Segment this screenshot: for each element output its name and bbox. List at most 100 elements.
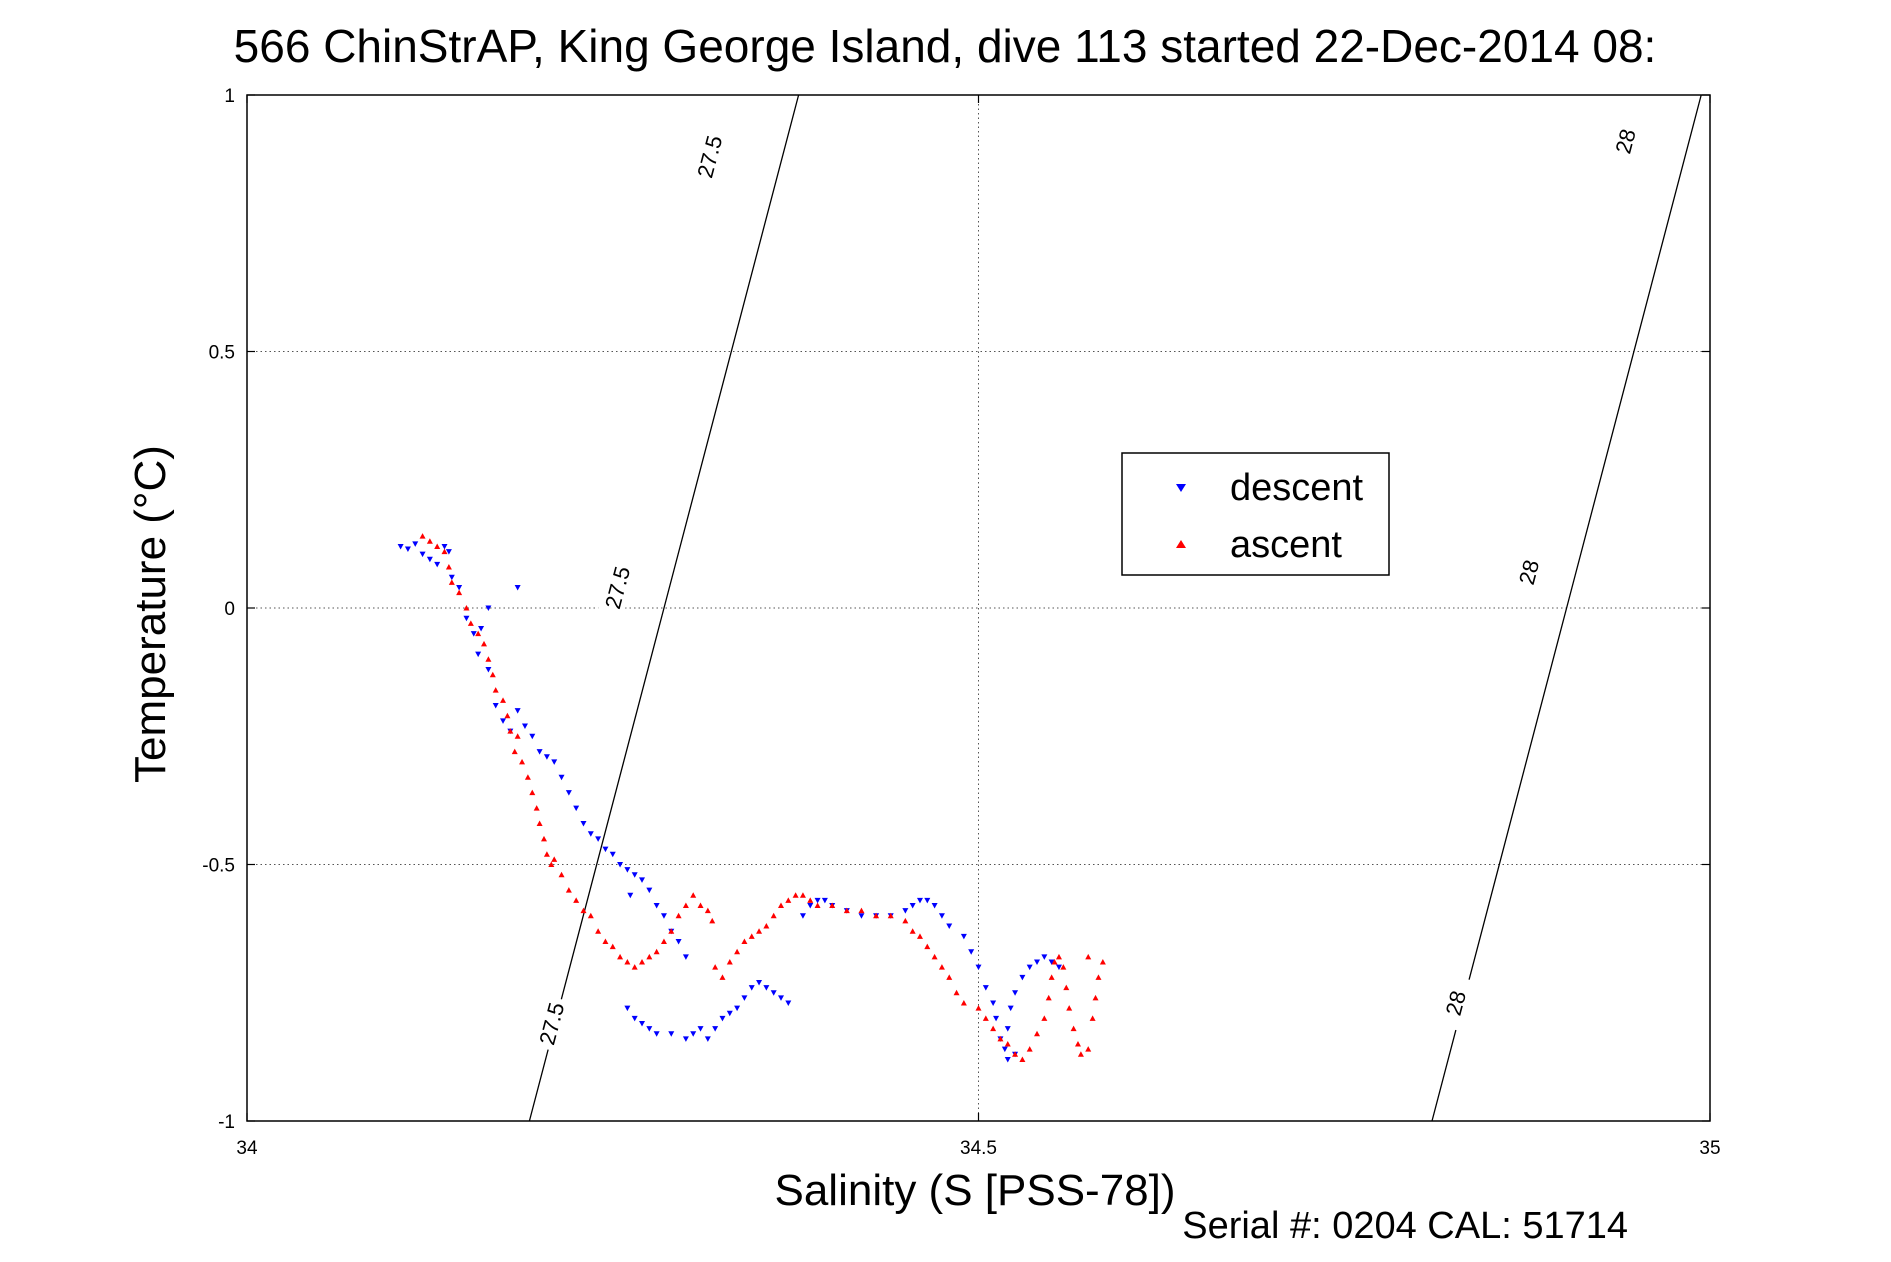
descent-point	[902, 908, 909, 914]
ascent-point	[1041, 1015, 1048, 1021]
descent-point	[990, 1000, 997, 1007]
legend-descent-marker	[1176, 484, 1186, 492]
y-tick-label: 0.5	[209, 343, 235, 364]
ascent-point	[814, 902, 821, 909]
ascent-point	[1092, 994, 1099, 1001]
descent-point	[1019, 974, 1026, 981]
ascent-point	[624, 958, 631, 965]
ascent-point	[463, 605, 470, 611]
x-tick-label: 34	[236, 1138, 258, 1159]
descent-point	[741, 995, 748, 1001]
y-tick-label: -0.5	[202, 856, 235, 877]
descent-point	[485, 667, 492, 673]
ascent-point	[511, 748, 518, 755]
ascent-point	[653, 948, 660, 955]
contour-label: 27.5	[692, 133, 727, 181]
ascent-point	[990, 1025, 997, 1032]
isopycnal-line	[528, 94, 800, 1122]
ascent-point	[931, 953, 938, 960]
ascent-point	[1099, 958, 1106, 965]
ascent-point	[953, 989, 960, 996]
series-ascent	[419, 533, 1106, 1062]
descent-point	[1007, 1005, 1014, 1012]
descent-point	[565, 790, 572, 796]
descent-point	[777, 995, 784, 1001]
contour-label-bg	[1436, 974, 1475, 1032]
ascent-point	[617, 953, 624, 960]
ascent-point	[1085, 1046, 1092, 1052]
data-points	[397, 533, 1106, 1063]
descent-point	[1041, 954, 1048, 960]
ascent-point	[475, 630, 482, 637]
ascent-point	[873, 912, 880, 919]
descent-point	[704, 1036, 711, 1042]
ascent-point	[1004, 1041, 1011, 1047]
ascent-point	[704, 907, 711, 914]
descent-point	[500, 718, 507, 724]
descent-point	[858, 913, 865, 919]
descent-point	[551, 759, 558, 765]
contour-label-bg	[597, 559, 637, 616]
ascent-point	[726, 958, 733, 965]
ascent-point	[524, 774, 531, 780]
descent-point	[770, 990, 777, 996]
ascent-point	[489, 671, 496, 678]
ascent-point	[982, 1015, 989, 1021]
ascent-point	[807, 897, 814, 903]
descent-point	[982, 985, 989, 991]
y-tick-label: 1	[224, 86, 235, 107]
descent-point	[521, 723, 528, 729]
ascent-point	[481, 640, 488, 647]
descent-point	[975, 964, 982, 971]
descent-point	[426, 556, 433, 563]
grid-lines	[247, 95, 1710, 1121]
descent-point	[763, 985, 770, 991]
descent-point	[909, 903, 916, 909]
ascent-point	[485, 656, 492, 662]
ascent-point	[756, 928, 763, 934]
descent-point	[478, 626, 485, 632]
descent-point	[445, 549, 452, 555]
ascent-point	[504, 712, 511, 719]
ascent-point	[741, 938, 748, 944]
descent-point	[1048, 959, 1055, 965]
descent-point	[456, 584, 463, 591]
descent-point	[807, 903, 814, 909]
ascent-point	[785, 897, 792, 903]
ascent-point	[909, 928, 916, 934]
descent-point	[748, 985, 755, 991]
descent-point	[697, 1026, 704, 1032]
ascent-point	[712, 964, 719, 970]
ascent-point	[543, 851, 550, 857]
descent-point	[653, 1031, 660, 1037]
ascent-point	[434, 543, 441, 549]
ascent-point	[1026, 1046, 1033, 1052]
ascent-point	[1063, 984, 1070, 991]
ascent-point	[1077, 1051, 1084, 1057]
descent-point	[1004, 1026, 1011, 1032]
descent-point	[448, 574, 455, 581]
ascent-point	[902, 917, 909, 924]
descent-point	[916, 897, 923, 904]
descent-point	[1026, 964, 1033, 971]
ascent-point	[1085, 953, 1092, 960]
descent-point	[573, 805, 580, 812]
ascent-point	[573, 897, 580, 903]
ascent-point	[938, 964, 945, 970]
ascent-point	[519, 758, 526, 765]
series-descent	[397, 541, 1062, 1063]
ascent-point	[540, 835, 547, 842]
ascent-point	[777, 902, 784, 909]
chart-title: 566 ChinStrAP, King George Island, dive …	[234, 20, 1657, 72]
ascent-point	[946, 974, 953, 980]
descent-point	[543, 754, 550, 760]
contour-label: 27.5	[600, 564, 635, 612]
contour-label-bg	[690, 128, 729, 186]
descent-point	[1001, 1046, 1008, 1053]
ascent-point	[646, 953, 653, 960]
ascent-point	[660, 938, 667, 944]
ascent-point	[924, 943, 931, 950]
x-tick-label: 35	[1699, 1138, 1720, 1159]
ascent-point	[426, 538, 433, 544]
ascent-point	[858, 907, 865, 914]
